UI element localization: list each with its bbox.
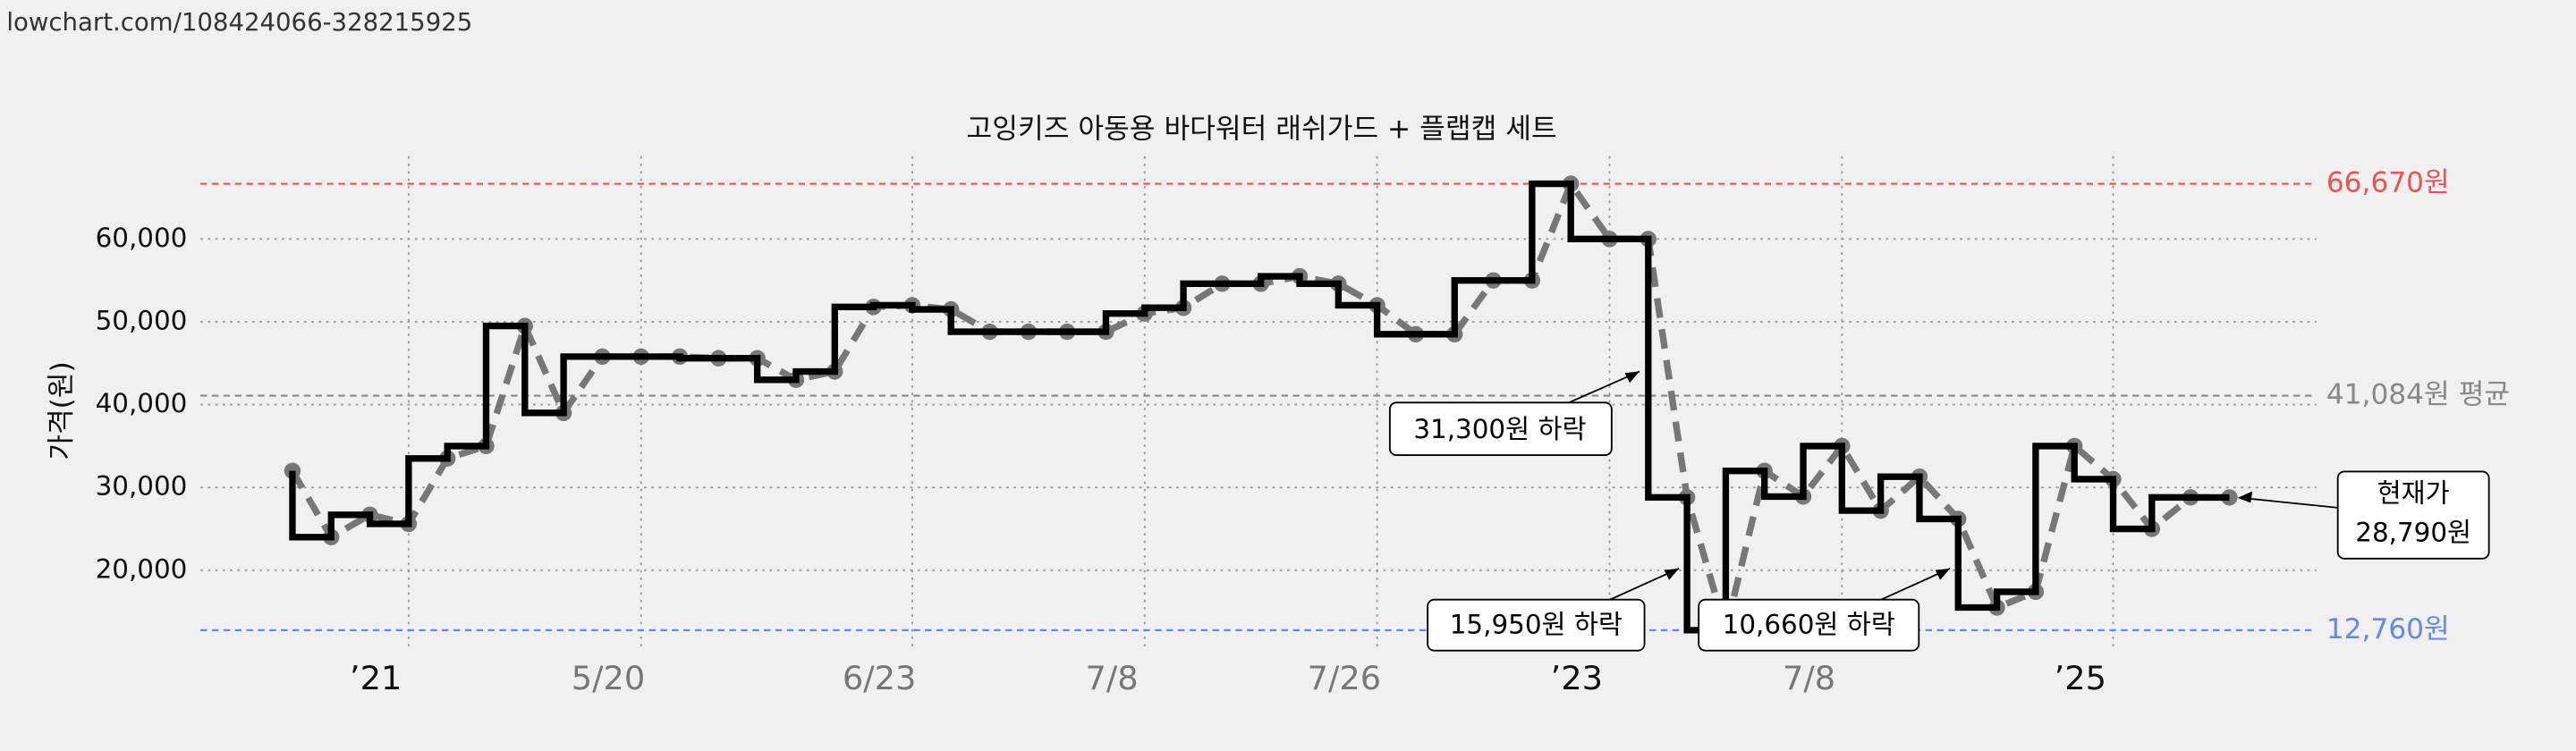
annotations: 31,300원 하락 15,950원 하락 10,660원 하락 현재가 28,…: [1388, 370, 2490, 652]
annotation-box: [1698, 598, 1920, 652]
annotation-text: 28,790원: [2355, 518, 2471, 548]
annotation-box: [2336, 470, 2490, 560]
annotation-text: 현재가: [2377, 478, 2450, 509]
annotation: 현재가 28,790원: [2237, 470, 2490, 560]
chart-title: 고잉키즈 아동용 바다워터 래쉬가드 + 플랩캡 세트: [967, 113, 1557, 145]
y-tick-label: 30,000: [96, 471, 188, 502]
x-tick-label: 6/23: [843, 659, 916, 697]
y-tick-label: 50,000: [96, 305, 188, 335]
annotation-box: [1427, 598, 1646, 652]
x-tick-label: 7/8: [1085, 659, 1138, 697]
arrow-head: [2237, 491, 2253, 503]
reference-label: 66,670원: [2326, 167, 2450, 199]
reference-label: 12,760원: [2326, 613, 2450, 646]
y-axis-label: 가격(원): [46, 361, 78, 460]
y-tick-label: 20,000: [96, 553, 188, 584]
arrow: [2241, 496, 2338, 509]
annotation-text: 10,660원 하락: [1723, 610, 1895, 640]
arrow-head: [1935, 568, 1951, 580]
annotation: 31,300원 하락: [1388, 370, 1640, 456]
annotation-text: 15,950원 하락: [1450, 610, 1623, 640]
x-tick-label: 7/8: [1783, 659, 1835, 697]
y-tick-label: 40,000: [96, 388, 188, 418]
x-tick-label: 7/26: [1308, 659, 1381, 697]
arrow-head: [1664, 568, 1680, 580]
grid: 20,000 30,000 40,000 50,000 60,000 ’21 5/20 6/2…: [96, 156, 2510, 697]
x-tick-label: 5/20: [572, 659, 645, 697]
x-tick-label: ’21: [350, 659, 402, 697]
price-step-line: [289, 180, 2230, 634]
annotation-text: 31,300원 하락: [1413, 414, 1586, 444]
x-tick-label: ’23: [1551, 659, 1603, 697]
x-tick-label: ’25: [2055, 659, 2106, 697]
annotation: 15,950원 하락: [1427, 567, 1680, 652]
y-tick-label: 60,000: [96, 223, 188, 253]
annotation: 10,660원 하락: [1698, 567, 1951, 652]
annotation-box: [1388, 401, 1613, 456]
reference-label: 41,084원 평균: [2326, 379, 2510, 411]
header-url: lowchart.com/108424066-328215925: [6, 8, 472, 37]
arrow-head: [1624, 371, 1640, 384]
